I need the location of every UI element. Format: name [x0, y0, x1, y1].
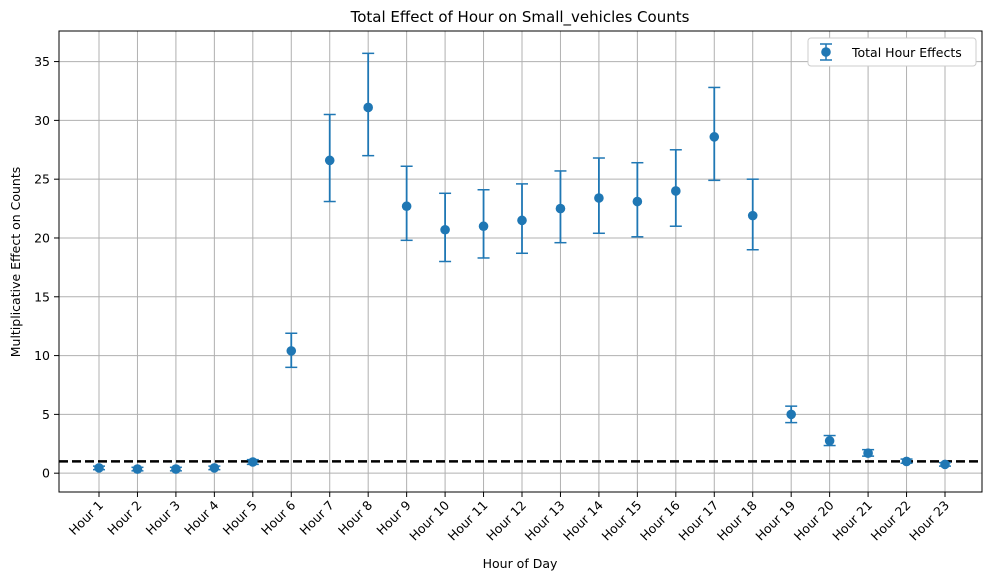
y-tick-label: 15	[34, 289, 50, 304]
y-tick-label: 10	[34, 348, 50, 363]
data-point	[517, 215, 527, 226]
x-tick-label: Hour 11	[445, 498, 491, 544]
x-tick-label: Hour 13	[522, 498, 568, 544]
x-tick-label: Hour 1	[66, 498, 106, 538]
data-point	[594, 193, 604, 203]
x-tick-label: Hour 3	[143, 498, 183, 538]
y-tick-label: 35	[34, 54, 50, 69]
y-axis-ticks: 0 5 10 15 20 25 30 35	[34, 54, 59, 481]
data-point	[209, 463, 220, 473]
data-point	[863, 448, 873, 458]
data-point	[901, 456, 912, 467]
x-tick-label: Hour 4	[181, 497, 221, 537]
data-point	[286, 346, 297, 356]
y-tick-label: 30	[34, 113, 50, 128]
data-points	[93, 52, 951, 474]
x-tick-label: Hour 18	[714, 497, 760, 543]
legend-point	[821, 47, 831, 57]
data-point	[940, 459, 950, 470]
data-point	[786, 409, 796, 420]
x-tick-label: Hour 16	[637, 497, 683, 543]
data-point	[248, 457, 258, 467]
x-tick-label: Hour 14	[560, 497, 606, 543]
y-tick-label: 20	[34, 230, 50, 245]
x-tick-label: Hour 10	[406, 497, 452, 543]
legend-label: Total Hour Effects	[851, 45, 962, 60]
legend: Total Hour Effects	[807, 37, 977, 67]
data-point	[324, 155, 335, 166]
data-point	[401, 201, 412, 212]
data-point	[632, 196, 643, 207]
chart-title: Total Effect of Hour on Small_vehicles C…	[350, 8, 690, 27]
x-tick-label: Hour 7	[297, 498, 337, 538]
data-point	[440, 224, 450, 235]
legend-box	[807, 37, 977, 67]
x-tick-label: Hour 21	[829, 498, 875, 544]
x-tick-label: Hour 12	[483, 498, 529, 544]
data-point	[363, 102, 373, 113]
x-tick-label: Hour 19	[752, 497, 798, 543]
y-tick-label: 5	[42, 407, 50, 422]
x-tick-label: Hour 20	[791, 497, 837, 543]
plot-frame	[58, 30, 983, 493]
data-point	[478, 221, 489, 232]
legend-marker	[820, 43, 832, 61]
y-axis-label: Multiplicative Effect on Counts	[8, 167, 23, 358]
y-tick-label: 25	[34, 172, 50, 187]
plot-area	[59, 31, 982, 492]
x-tick-label: Hour 6	[258, 497, 298, 537]
x-tick-label: Hour 15	[599, 498, 645, 544]
y-tick-label: 0	[42, 466, 50, 481]
data-point	[94, 463, 104, 473]
data-point	[555, 203, 566, 214]
data-point	[824, 436, 835, 446]
x-tick-label: Hour 17	[675, 498, 721, 544]
x-axis-label: Hour of Day	[483, 556, 558, 571]
data-point	[132, 464, 143, 474]
x-tick-label: Hour 2	[104, 498, 144, 538]
x-tick-label: Hour 5	[220, 498, 260, 538]
data-point	[709, 132, 720, 142]
x-tick-label: Hour 23	[906, 498, 952, 544]
data-point	[671, 186, 681, 196]
x-tick-label: Hour 8	[335, 497, 375, 537]
data-point	[171, 464, 181, 474]
x-tick-label: Hour 22	[868, 498, 914, 544]
data-point	[747, 210, 758, 221]
